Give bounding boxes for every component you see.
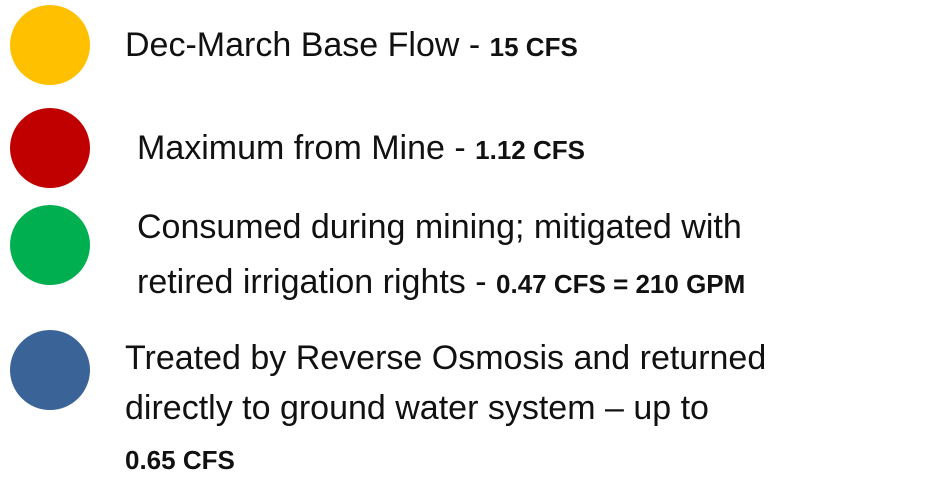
label: Consumed during mining; mitigated with <box>137 208 742 246</box>
legend-dot <box>10 5 90 85</box>
label: directly to ground water system – up to <box>125 389 709 427</box>
label: Maximum from Mine - <box>137 129 466 167</box>
label: Treated by Reverse Osmosis and returned <box>125 339 767 377</box>
value: 0.65 CFS <box>125 445 235 475</box>
item-text: Consumed during mining; mitigated with <box>137 207 742 247</box>
item-text: 0.65 CFS <box>125 438 235 480</box>
value: 1.12 CFS <box>475 135 585 165</box>
label: Dec-March Base Flow - <box>125 26 481 64</box>
value: 0.47 CFS = 210 GPM <box>496 269 746 299</box>
item-text: retired irrigation rights - 0.47 CFS = 2… <box>137 262 745 304</box>
item-text: directly to ground water system – up to <box>125 388 709 428</box>
label: retired irrigation rights - <box>137 263 487 301</box>
value: 15 CFS <box>489 32 578 62</box>
slide: Dec-March Base Flow - 15 CFS Maximum fro… <box>10 5 767 475</box>
legend-dot <box>10 330 90 410</box>
item-text: Maximum from Mine - 1.12 CFS <box>137 128 585 170</box>
item-text: Dec-March Base Flow - 15 CFS <box>125 25 578 67</box>
legend-dot <box>10 205 90 285</box>
item-text: Treated by Reverse Osmosis and returned <box>125 338 766 378</box>
legend-dot <box>10 108 90 188</box>
